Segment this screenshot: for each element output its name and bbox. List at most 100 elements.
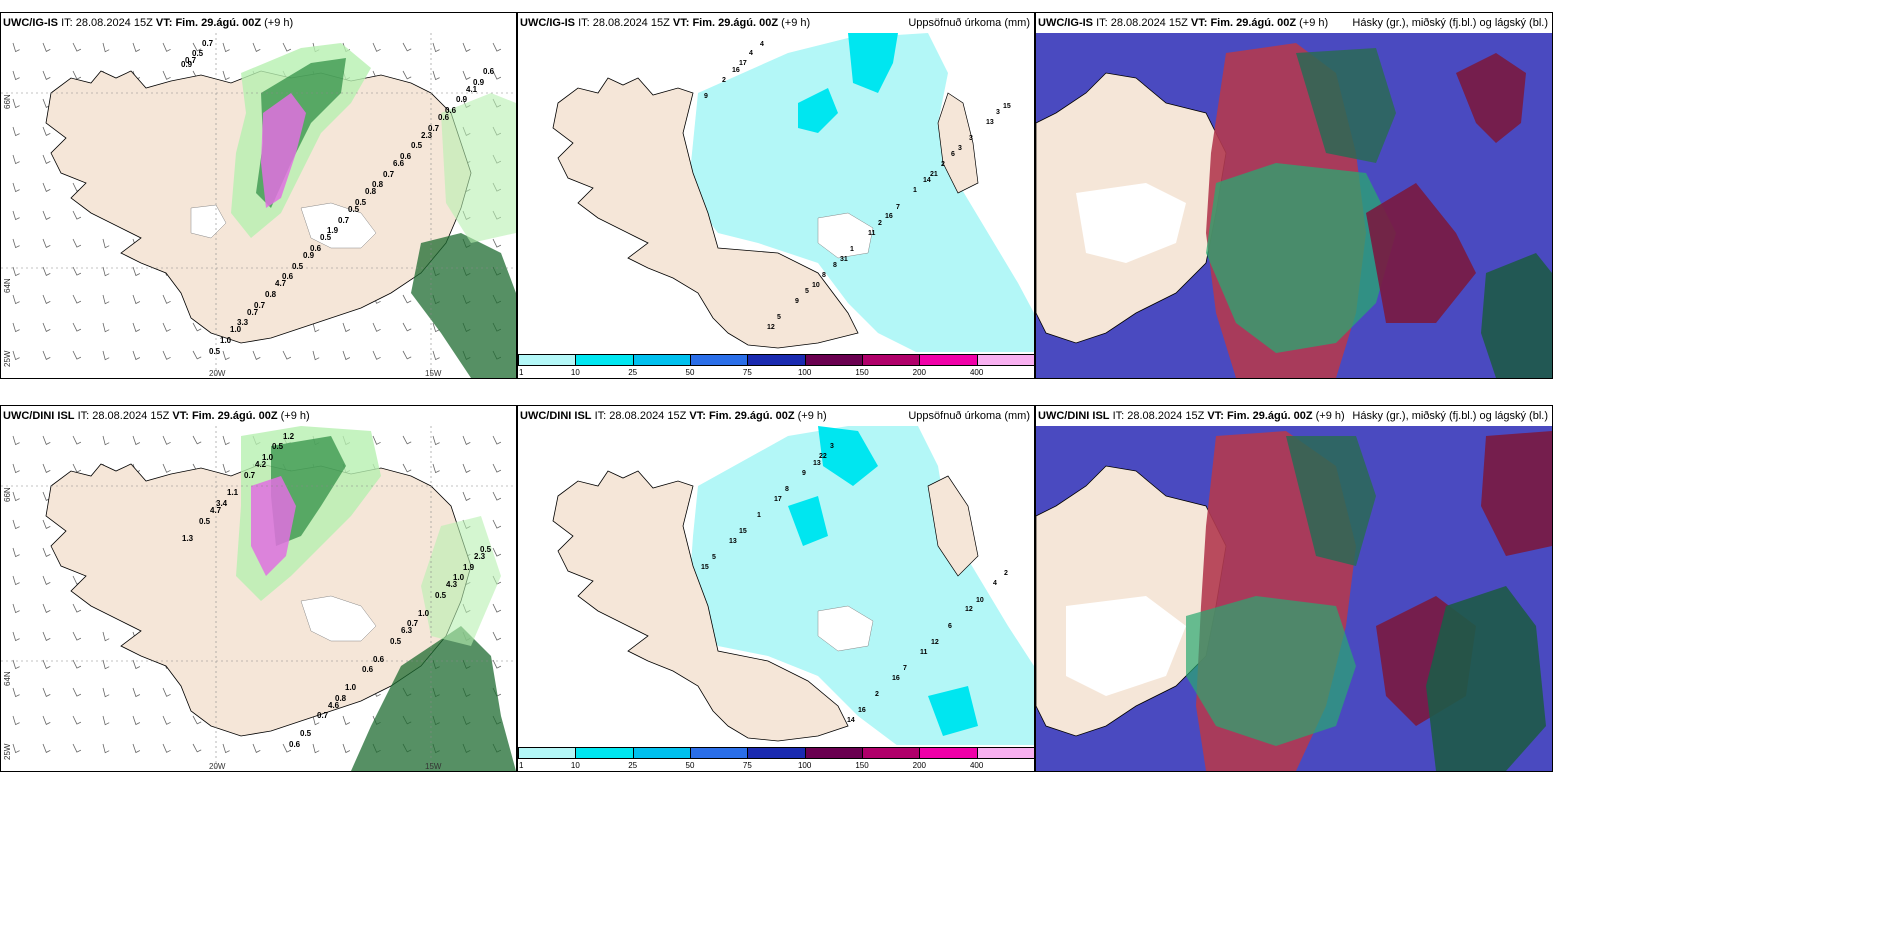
lat-label: 25W: [3, 743, 12, 760]
precip-value-label: 1.0: [453, 573, 465, 582]
wind-barb: [12, 659, 20, 670]
precip-value-label: 0.9: [456, 95, 468, 104]
lon-label: 20W: [209, 762, 226, 771]
precip-value-label: 4.1: [466, 85, 478, 94]
variable-name: Uppsöfnuð úrkoma (mm): [908, 17, 1030, 29]
precip-value-label: 0.7: [244, 471, 256, 480]
precip-value-label: 4.6: [328, 701, 340, 710]
wind-barb: [42, 743, 51, 753]
it-value: 28.08.2024 15Z: [592, 17, 670, 29]
it-label: IT:: [1112, 410, 1125, 422]
wind-barb: [432, 70, 440, 81]
wind-map: 1.0 1.0 0.8 3.4 0.7 0.6 0.5 0.6 0.7 0.5 0.7 0.5 0.5 0…: [1, 426, 516, 771]
precip-value-label: 0.7: [407, 619, 419, 628]
colorbar-tick: 1: [519, 368, 524, 377]
wind-barb: [42, 575, 51, 585]
colorbar-tick: 10: [570, 761, 580, 770]
wind-barb: [372, 350, 381, 360]
precip-value-label: 0.5: [199, 517, 211, 526]
wind-barb: [42, 659, 51, 669]
precip-value-label: 4: [760, 41, 764, 48]
wind-barb: [102, 294, 110, 305]
wind-barb: [102, 631, 110, 642]
wind-barb: [42, 154, 51, 164]
wind-barb: [132, 435, 141, 446]
wind-barb: [342, 743, 351, 754]
wind-barb: [282, 350, 292, 360]
wind-barb: [492, 435, 502, 445]
precip-value-label: 2.3: [474, 552, 486, 561]
precip-east-light: [441, 93, 516, 243]
precip-value-label: 8: [785, 486, 789, 493]
precip-value-label: 5: [805, 288, 809, 295]
wind-barb: [72, 266, 82, 276]
precip-value-label: 2.3: [421, 131, 433, 140]
wind-barb: [42, 70, 51, 80]
wind-barb: [12, 463, 20, 474]
lead-time: (+9 h): [781, 17, 811, 29]
cloud-map: [1036, 426, 1552, 771]
precip-value-label: 4.2: [255, 460, 267, 469]
precip-value-label: 0.8: [365, 187, 377, 196]
precip-value-label: 0.5: [390, 637, 402, 646]
precip-value-label: 17: [774, 496, 782, 503]
wind-barb: [222, 743, 230, 754]
wind-barb: [192, 435, 202, 445]
panel-header: UWC/DINI ISL IT: 28.08.2024 15Z VT: Fim.…: [520, 410, 1030, 424]
wind-barb: [252, 42, 261, 52]
vt-value: Fim. 29.ágú. 00Z: [191, 410, 278, 422]
variable-name: Uppsöfnuð úrkoma (mm): [908, 410, 1030, 422]
wind-barb: [102, 687, 110, 698]
iceland-land: [552, 470, 849, 742]
colorbar-tick: 1: [519, 761, 524, 770]
wind-barb: [432, 42, 440, 53]
precip-value-label: 1.0: [262, 453, 274, 462]
model-name: UWC/DINI ISL: [3, 410, 75, 422]
precip-east: [411, 233, 516, 378]
wind-barb: [432, 322, 440, 333]
wind-barb: [432, 350, 440, 361]
wind-barb: [42, 631, 51, 641]
wind-barb: [42, 687, 51, 697]
wind-barb: [282, 42, 292, 52]
wind-barb: [42, 210, 51, 220]
model-name: UWC/DINI ISL: [520, 410, 592, 422]
it-label: IT:: [61, 17, 73, 29]
wind-barb: [462, 463, 471, 473]
panel-cloud-row2: UWC/DINI ISL IT: 28.08.2024 15Z VT: Fim.…: [1035, 405, 1553, 772]
cloud-mid-layer: [1206, 163, 1396, 353]
precip-value-label: 1.1: [227, 488, 239, 497]
colorbar: 1 10 25 50 75 100 150 200 400: [518, 745, 1034, 771]
precip-value-label: 1.2: [283, 432, 295, 441]
wind-barb: [72, 42, 82, 52]
it-value: 28.08.2024 15Z: [75, 17, 153, 29]
vt-value: Fim. 29.ágú. 00Z: [708, 410, 795, 422]
panel-header: UWC/IG-IS IT: 28.08.2024 15Z VT: Fim. 29…: [520, 17, 1030, 31]
precip-value-label: 2: [878, 220, 882, 227]
precip-value-label: 1.0: [220, 336, 232, 345]
wind-barb: [162, 322, 171, 332]
wind-barb: [12, 126, 20, 137]
wind-barb: [12, 70, 20, 81]
vt-value: Fim. 29.ágú. 00Z: [1210, 17, 1297, 29]
cloud-high-layer: [1456, 53, 1526, 143]
precip-value-label: 1: [850, 246, 854, 253]
wind-barb: [132, 294, 141, 305]
glacier: [300, 202, 377, 249]
wind-barb: [12, 547, 20, 558]
colorbar-swatch: [919, 747, 978, 759]
wind-barb: [12, 182, 20, 193]
precip-value-label: 0.9: [181, 60, 193, 69]
precip-value-label: 16: [858, 707, 866, 714]
precip-value-label: 0.6: [400, 152, 412, 161]
iceland-land: [937, 92, 979, 194]
precip-value-label: 0.6: [362, 665, 374, 674]
wind-barb: [12, 42, 20, 53]
wind-barb: [162, 687, 171, 697]
wind-barb: [72, 603, 82, 613]
colorbar-swatch: [632, 354, 691, 366]
colorbar-swatch: [976, 747, 1034, 759]
wind-barb: [492, 519, 502, 529]
wind-barb: [12, 238, 20, 249]
colorbar-swatch: [804, 747, 863, 759]
